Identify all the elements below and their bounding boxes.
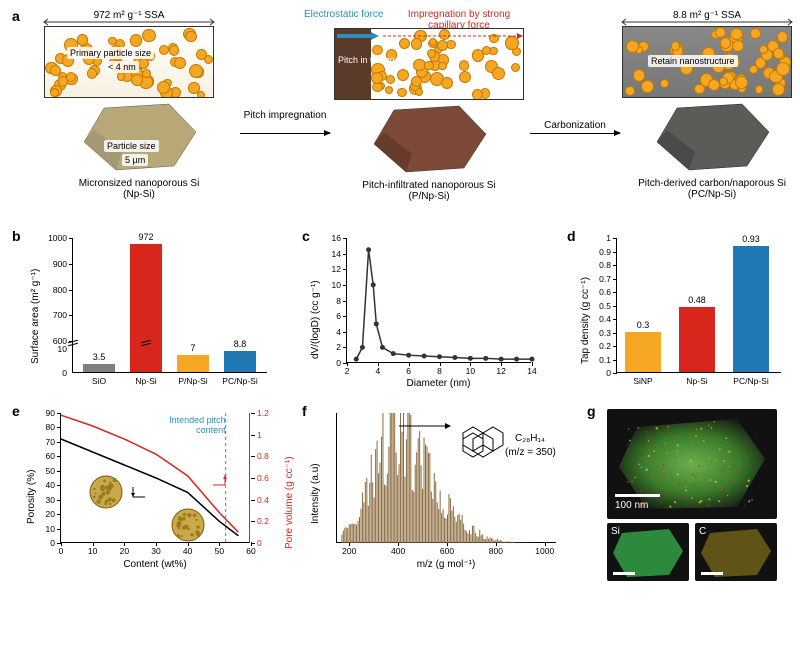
panel-a: a 972 m² g⁻¹ SSA Primary particle size <… [12,8,788,228]
scalebar-main [615,494,660,497]
c-xlabel: Diameter (nm) [346,378,531,389]
panel-c: dV/(logD) (cc g⁻¹) 024681012141624681012… [312,234,542,399]
e-ylabel-r: Pore volume (g cc⁻¹) [284,456,295,549]
scale-text: 100 nm [615,500,648,511]
c-ylabel: dV/(logD) (cc g⁻¹) [310,280,321,359]
d-ylabel: Tap density (g cc⁻¹) [580,277,591,364]
row-3: e f g Porosity (%) Pore volume (g cc⁻¹) … [12,403,788,593]
name-3: Pitch-derived carbon/naporous Si [622,178,800,189]
e-ylabel-l: Porosity (%) [26,470,37,524]
f-xlabel: m/z (g mol⁻¹) [336,559,556,570]
scalebar-si [613,572,635,575]
panel-d: Tap density (g cc⁻¹) 00.10.20.30.40.50.6… [582,234,792,399]
plot-c: 02468101214162468101214 [346,238,531,363]
poly-3 [647,100,777,175]
panel-e-label: e [12,403,20,419]
poly-2 [364,102,494,177]
figure: a 972 m² g⁻¹ SSA Primary particle size <… [0,0,800,601]
panel-g: 100 nm Si C [607,409,787,589]
panel-a-label: a [12,8,20,24]
panel-f: Intensity (a.u) 2004006008001000 C₂₈H₁₄(… [312,409,562,589]
f-ylabel: Intensity (a.u) [310,463,321,524]
arrow-2 [530,133,620,134]
pitch-lbl: Pitch in toluene [338,55,400,65]
box-1: Primary particle size < 4 nm [44,26,214,98]
eds-si: Si [607,523,689,581]
row-2: b c d Surface area (m² g⁻¹) 600700800900… [12,228,788,403]
panel-b: Surface area (m² g⁻¹) 600700800900100010… [32,234,272,399]
arrow-1 [240,133,330,134]
arrow-1-txt: Pitch impregnation [240,110,330,121]
psize-lbl: Particle size [104,140,159,152]
psize-val: 5 µm [122,154,148,166]
panel-b-label: b [12,228,21,244]
scalebar-c [701,572,723,575]
poly-1: Particle size 5 µm [74,100,204,175]
plot-b: 6007008009001000100SiO3.5Np-Si972P/Np-Si… [72,238,267,373]
panel-g-label: g [587,403,596,419]
b-ylabel: Surface area (m² g⁻¹) [30,269,41,364]
box3-lbl: Retain nanostructure [648,55,738,67]
eds-c-label: C [699,526,706,537]
panel-e: Porosity (%) Pore volume (g cc⁻¹) 010203… [28,409,288,589]
eds-c: C [695,523,777,581]
plot-d: 00.10.20.30.40.50.60.70.80.91SiNP0.3Np-S… [616,238,781,373]
abbr-3: (PC/Np-Si) [622,189,800,200]
stage-2: Electrostatic force Impregnation by stro… [334,14,524,202]
stage-1: 972 m² g⁻¹ SSA Primary particle size < 4… [44,14,234,200]
name-2: Pitch-infiltrated nanoporous Si [334,180,524,191]
plot-e: 010203040506070809000.20.40.60.811.20102… [60,413,250,543]
panel-f-label: f [302,403,307,419]
arrow-2-txt: Carbonization [530,120,620,131]
eds-main: 100 nm [607,409,777,519]
e-xlabel: Content (wt%) [60,559,250,570]
abbr-1: (Np-Si) [44,189,234,200]
box-3: Retain nanostructure [622,26,792,98]
box1-lbl1: Primary particle size [67,47,154,59]
panel-c-label: c [302,228,310,244]
eds-si-label: Si [611,526,620,537]
name-1: Micronsized nanoporous Si [44,178,234,189]
abbr-2: (P/Np-Si) [334,191,524,202]
dim-arrow-left [40,18,218,26]
panel-d-label: d [567,228,576,244]
plot-f: 2004006008001000 C₂₈H₁₄(m/z = 350) [336,413,556,543]
stage-3: 8.8 m² g⁻¹ SSA Retain nanostructure Pitc… [622,14,800,200]
annot-blue: Electrostatic force [304,9,383,20]
box-2: Pitch in toluene [334,28,524,100]
box1-lbl2: < 4 nm [105,61,139,73]
